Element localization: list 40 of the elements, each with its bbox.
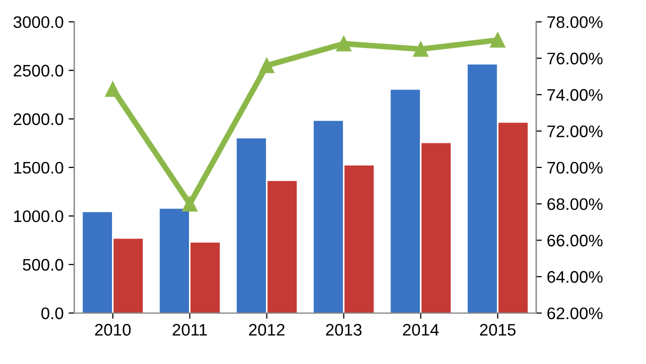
point bbox=[336, 36, 352, 52]
y2-tick-label: 78.00% bbox=[547, 16, 603, 28]
y2-tick-label: 74.00% bbox=[547, 89, 603, 101]
y-tick-label: 500.0 bbox=[22, 258, 64, 271]
y2-tick-label: 70.00% bbox=[547, 162, 603, 174]
y2-tick-label: 76.00% bbox=[547, 52, 603, 64]
x-tick-label: 2012 bbox=[249, 324, 284, 336]
y-tick-label: 0.0 bbox=[41, 307, 64, 320]
y-tick-label: 2500.0 bbox=[14, 64, 64, 77]
bar bbox=[421, 143, 451, 314]
x-tick-label: 2010 bbox=[95, 324, 131, 336]
y2-tick-label: 66.00% bbox=[547, 234, 603, 246]
point bbox=[105, 82, 120, 97]
y2-tick-label: 68.00% bbox=[547, 198, 603, 210]
bar bbox=[114, 238, 143, 314]
bar bbox=[344, 166, 374, 314]
bar bbox=[314, 120, 343, 314]
x-tick-label: 2015 bbox=[480, 324, 516, 336]
point bbox=[259, 58, 274, 74]
bar bbox=[82, 212, 112, 314]
y2-tick-label: 62.00% bbox=[547, 307, 603, 320]
bar bbox=[160, 208, 189, 314]
bar bbox=[190, 242, 220, 314]
x-tick-label: 2011 bbox=[172, 324, 207, 336]
x-tick-label: 2014 bbox=[403, 324, 439, 336]
point bbox=[413, 42, 428, 57]
point bbox=[490, 32, 506, 48]
y2-tick-label: 72.00% bbox=[547, 125, 603, 138]
bar bbox=[390, 90, 420, 314]
point bbox=[182, 196, 198, 212]
y-tick-label: 1000.0 bbox=[14, 210, 64, 222]
y-tick-label: 3000.0 bbox=[14, 16, 64, 28]
x-tick-label: 2013 bbox=[326, 324, 362, 336]
y-tick-label: 2000.0 bbox=[14, 113, 64, 126]
bar bbox=[268, 181, 297, 314]
y-tick-label: 1500.0 bbox=[14, 162, 64, 174]
bar bbox=[236, 138, 266, 314]
y2-tick-label: 64.00% bbox=[547, 271, 603, 283]
bar bbox=[468, 64, 497, 314]
bar bbox=[498, 122, 528, 314]
